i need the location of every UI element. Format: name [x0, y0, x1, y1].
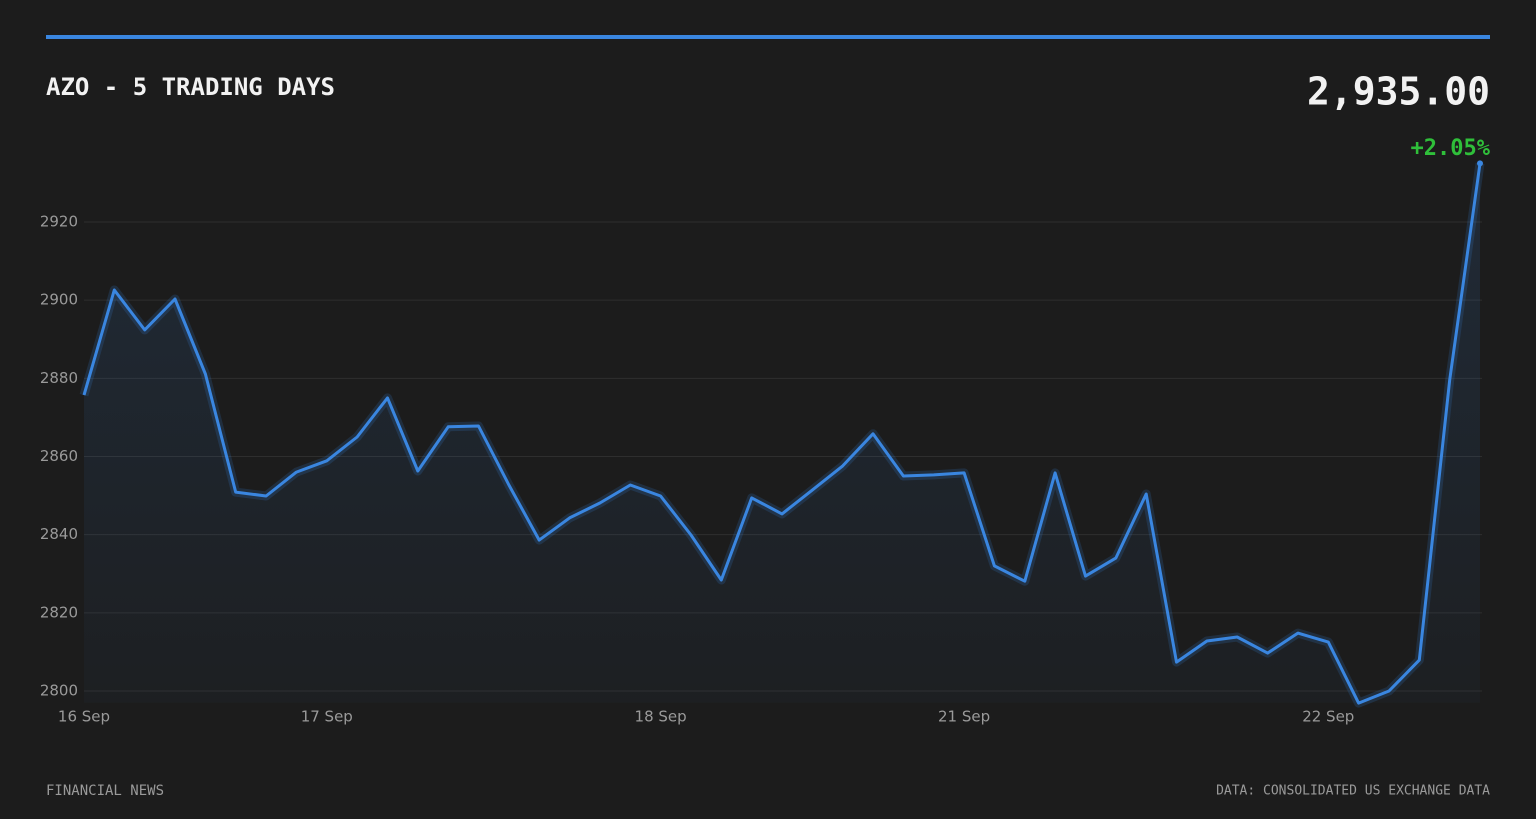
top-bar: [46, 35, 1490, 39]
x-tick-label: 16 Sep: [58, 708, 110, 726]
y-tick-label: 2920: [40, 213, 78, 231]
footer-right: DATA: CONSOLIDATED US EXCHANGE DATA: [1216, 784, 1490, 799]
y-tick-label: 2880: [40, 369, 78, 387]
footer-left: FINANCIAL NEWS: [46, 783, 164, 799]
y-tick-label: 2860: [40, 447, 78, 465]
x-tick-label: 22 Sep: [1302, 708, 1354, 726]
price: 2,935.00: [1307, 70, 1490, 114]
y-tick-label: 2900: [40, 291, 78, 309]
x-tick-label: 21 Sep: [938, 708, 990, 726]
plot: 2800 2820 2840 2860 2880 2900 2920 16 Sep 17 Sep…: [40, 160, 1485, 726]
last-point: [1477, 160, 1483, 167]
y-tick-label: 2840: [40, 525, 78, 543]
chart-title: AZO - 5 TRADING DAYS: [46, 73, 335, 101]
y-tick-label: 2800: [40, 681, 78, 699]
area: [84, 163, 1480, 704]
x-tick-label: 18 Sep: [635, 708, 687, 726]
y-tick-label: 2820: [40, 603, 78, 621]
x-tick-label: 17 Sep: [301, 708, 353, 726]
line: [82, 163, 1482, 705]
change: +2.05%: [1411, 136, 1491, 161]
